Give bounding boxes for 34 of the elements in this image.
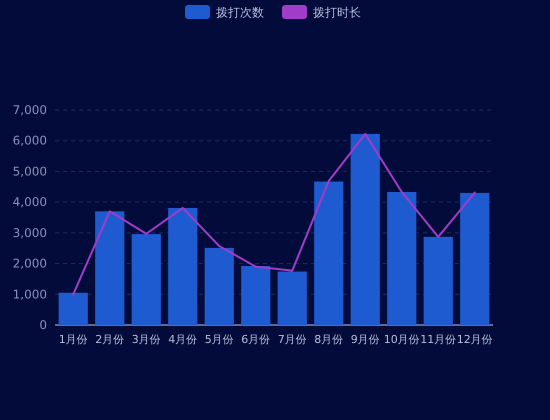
bar <box>95 211 124 325</box>
x-tick-label: 12月份 <box>456 333 493 346</box>
bar <box>350 134 380 325</box>
y-tick-label: 5,000 <box>12 164 47 178</box>
bar <box>278 272 307 325</box>
x-tick-label: 1月份 <box>58 333 88 346</box>
bar <box>204 248 234 325</box>
x-tick-label: 10月份 <box>384 333 420 346</box>
bar <box>460 192 490 325</box>
x-tick-label: 7月份 <box>278 333 307 346</box>
bar <box>132 234 161 325</box>
y-tick-label: 0 <box>39 318 47 332</box>
y-tick-label: 1,000 <box>12 287 47 302</box>
bar <box>241 266 270 325</box>
y-tick-label: 7,000 <box>12 103 47 117</box>
x-tick-label: 9月份 <box>350 333 380 346</box>
y-tick-label: 4,000 <box>12 195 47 210</box>
bar <box>314 182 344 325</box>
bar <box>168 208 198 325</box>
x-tick-label: 4月份 <box>168 333 198 346</box>
y-tick-label: 6,000 <box>12 134 47 148</box>
legend-label: 拨打时长 <box>313 6 361 20</box>
bar <box>387 192 416 325</box>
y-tick-label: 2,000 <box>12 256 47 271</box>
x-tick-label: 8月份 <box>314 333 344 346</box>
x-tick-label: 11月份 <box>420 333 456 346</box>
x-tick-label: 3月份 <box>132 333 161 346</box>
bar <box>58 292 88 325</box>
legend-label: 拨打次数 <box>216 6 264 20</box>
x-tick-label: 5月份 <box>204 333 234 346</box>
x-tick-label: 6月份 <box>241 333 270 346</box>
bar <box>424 236 453 325</box>
y-tick-label: 3,000 <box>12 226 47 240</box>
x-tick-label: 2月份 <box>95 333 124 346</box>
